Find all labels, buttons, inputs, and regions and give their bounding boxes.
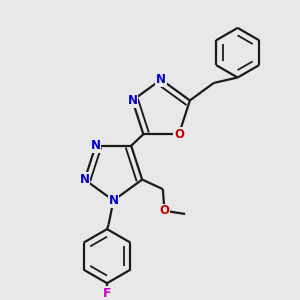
Text: O: O xyxy=(174,128,184,141)
Text: N: N xyxy=(80,173,90,186)
Text: O: O xyxy=(159,204,170,217)
Text: N: N xyxy=(156,73,166,86)
Text: N: N xyxy=(128,94,137,107)
Text: N: N xyxy=(91,139,100,152)
Text: F: F xyxy=(103,287,111,300)
Text: N: N xyxy=(108,194,118,207)
